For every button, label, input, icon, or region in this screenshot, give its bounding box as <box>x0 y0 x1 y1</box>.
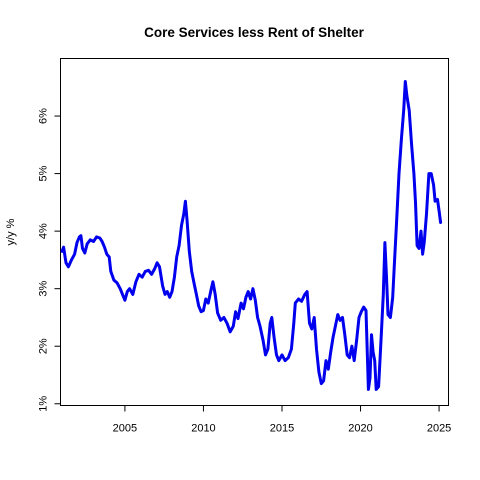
x-tick-label: 2020 <box>348 423 372 435</box>
x-tick-label: 2005 <box>113 423 137 435</box>
plot-frame <box>60 58 449 406</box>
x-axis: 2005 2010 2015 2020 2025 <box>113 405 451 435</box>
y-tick-label: 4% <box>38 223 50 239</box>
chart-title: Core Services less Rent of Shelter <box>144 25 365 40</box>
y-axis: 1% 2% 3% 4% 5% 6% <box>38 108 61 412</box>
y-tick-label: 6% <box>38 108 50 124</box>
y-tick-label: 2% <box>38 338 50 354</box>
plot-area <box>60 58 449 406</box>
x-tick-label: 2015 <box>270 423 294 435</box>
y-axis-label: y/y % <box>5 218 17 245</box>
x-tick-label: 2010 <box>191 423 215 435</box>
x-tick-label: 2025 <box>427 423 451 435</box>
y-tick-label: 3% <box>38 281 50 297</box>
series-line <box>60 80 443 391</box>
y-tick-label: 5% <box>38 165 50 181</box>
y-tick-label: 1% <box>38 396 50 412</box>
